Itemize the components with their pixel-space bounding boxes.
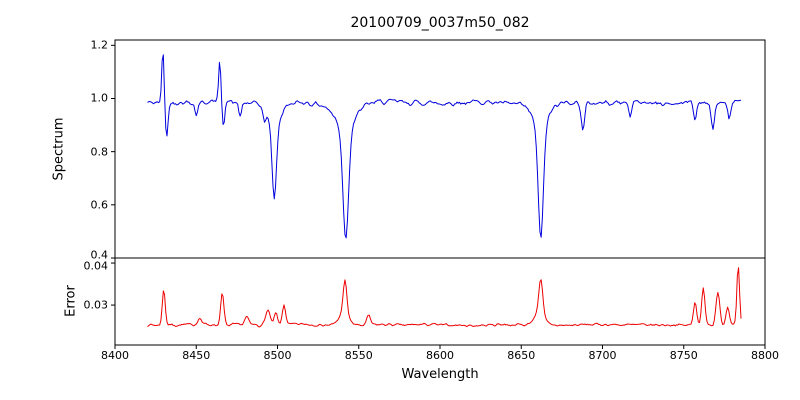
spectrum-y-tick-label: 1.2 xyxy=(90,38,109,52)
chart-title: 20100709_0037m50_082 xyxy=(350,15,530,31)
x-tick-label: 8750 xyxy=(669,349,698,362)
spectrum-line xyxy=(147,54,742,239)
spectrum-y-tick-label: 0.6 xyxy=(90,198,109,212)
x-tick-label: 8550 xyxy=(344,349,373,362)
x-tick-label: 8400 xyxy=(101,349,129,362)
error-y-tick-label: 0.04 xyxy=(83,259,109,273)
x-tick-label: 8800 xyxy=(751,349,779,362)
x-axis-label: Wavelength xyxy=(401,367,479,382)
error-line xyxy=(147,267,742,328)
error-panel-border xyxy=(114,257,766,346)
spectrum-panel-border xyxy=(114,39,766,259)
x-tick-label: 8600 xyxy=(426,349,454,362)
spectrum-y-tick-label: 0.8 xyxy=(90,145,109,159)
x-tick-label: 8450 xyxy=(182,349,211,362)
spectrum-y-tick-label: 0.4 xyxy=(90,248,109,262)
x-tick-label: 8650 xyxy=(507,349,536,362)
x-tick-label: 8500 xyxy=(263,349,292,362)
spectrum-y-tick-label: 1.0 xyxy=(90,91,109,105)
x-tick-label: 8700 xyxy=(588,349,617,362)
error-y-tick-label: 0.03 xyxy=(83,298,109,312)
